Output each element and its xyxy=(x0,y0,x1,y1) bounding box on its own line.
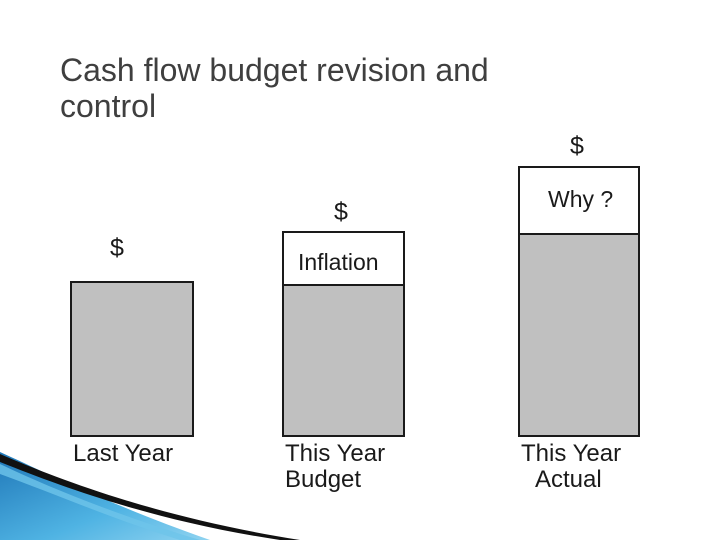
last-year-label: Last Year xyxy=(73,441,173,467)
actual-label-line-2: Actual xyxy=(535,466,602,493)
budget-bar xyxy=(282,284,405,437)
title-line-1: Cash flow budget revision and xyxy=(60,52,489,88)
actual-label: This Year Actual xyxy=(521,441,621,493)
actual-label-line-1: This Year xyxy=(521,440,622,467)
budget-dollar: $ xyxy=(334,198,348,226)
inflation-label: Inflation xyxy=(298,249,379,275)
budget-label-line-1: This Year xyxy=(285,440,386,467)
corner-swoosh-decoration xyxy=(0,452,300,540)
budget-label: This Year Budget xyxy=(285,441,385,493)
last-year-dollar: $ xyxy=(110,234,124,262)
slide-title: Cash flow budget revision and control xyxy=(60,52,660,124)
title-line-2: control xyxy=(60,88,157,124)
inflation-box: Inflation xyxy=(282,231,405,286)
budget-label-line-2: Budget xyxy=(285,466,362,493)
last-year-label-line-1: Last Year xyxy=(73,440,174,467)
last-year-bar xyxy=(70,281,194,437)
actual-bar xyxy=(518,233,640,437)
actual-dollar: $ xyxy=(570,132,584,160)
why-box: Why ? xyxy=(518,166,640,235)
why-label: Why ? xyxy=(548,186,614,212)
